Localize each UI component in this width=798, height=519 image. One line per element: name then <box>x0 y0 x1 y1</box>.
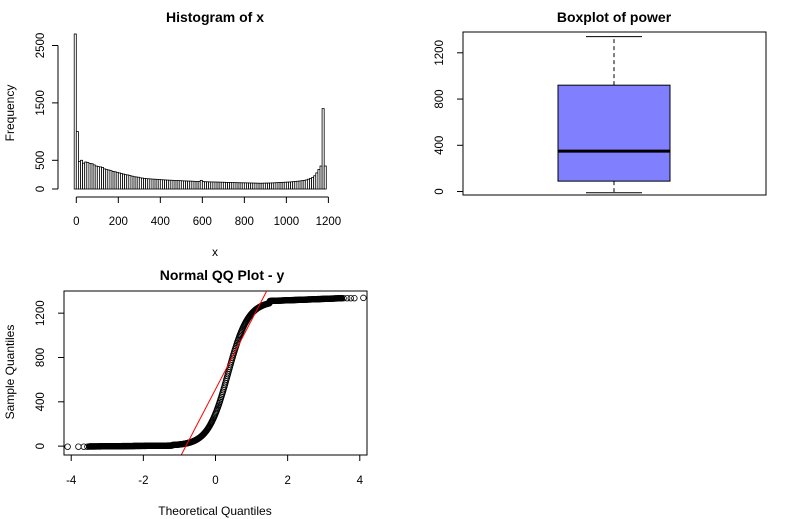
qq-x-axis: -4 -2 0 2 4 <box>66 454 364 487</box>
histogram-bar <box>75 131 79 190</box>
boxplot-title: Boxplot of power <box>557 9 672 25</box>
histogram-y-label: Frequency <box>3 85 17 142</box>
qq-point <box>75 443 82 450</box>
qq-point <box>360 294 367 302</box>
qq-x-label: Theoretical Quantiles <box>158 504 271 518</box>
qq-point <box>340 295 347 302</box>
histogram-x-tick-label: 800 <box>235 216 254 228</box>
histogram-x-tick-label: 200 <box>109 216 128 228</box>
qq-point <box>64 443 71 450</box>
histogram-title: Histogram of x <box>166 9 264 25</box>
qq-panel: Normal QQ Plot - y Theoretical Quantiles… <box>3 267 368 518</box>
histogram-x-tick-label: 600 <box>193 216 212 228</box>
qq-y-tick-label: 0 <box>35 443 47 449</box>
histogram-y-tick-label: 0 <box>35 186 47 192</box>
boxplot-y-axis: 0 400 800 1200 <box>434 40 464 195</box>
boxplot-marks <box>557 36 671 194</box>
histogram-x-tick-label: 1000 <box>274 216 300 228</box>
histogram-y-tick-label: 500 <box>35 151 47 170</box>
qq-y-tick-label: 800 <box>35 348 47 367</box>
qq-y-tick-label: 1200 <box>35 300 47 326</box>
qq-reference-line <box>180 290 268 456</box>
boxplot-box <box>557 84 671 182</box>
histogram-x-tick-label: 1200 <box>316 216 342 228</box>
qq-point <box>347 295 354 302</box>
qq-x-tick-label: 2 <box>284 475 290 487</box>
qq-frame <box>63 290 368 456</box>
qq-x-tick-label: 0 <box>212 475 218 487</box>
histogram-bars <box>73 33 327 190</box>
boxplot-y-tick-label: 0 <box>434 188 446 194</box>
qq-x-tick-label: 4 <box>357 475 364 487</box>
histogram-y-tick-label: 1500 <box>35 90 47 116</box>
qq-y-axis: 0 400 800 1200 <box>35 300 65 449</box>
histogram-bar <box>323 165 327 190</box>
histogram-y-axis: 0 500 1500 2500 <box>35 33 59 192</box>
histogram-x-axis: 0 200 400 600 800 1000 1200 <box>73 196 342 228</box>
histogram-bar <box>321 108 325 190</box>
histogram-x-label: x <box>212 245 218 259</box>
qq-x-tick-label: -4 <box>66 475 77 487</box>
boxplot-y-tick-label: 800 <box>434 89 446 108</box>
qq-y-label: Sample Quantiles <box>3 325 17 420</box>
qq-point <box>351 295 358 302</box>
histogram-x-tick-label: 400 <box>151 216 170 228</box>
qq-x-tick-label: -2 <box>138 475 148 487</box>
qq-point <box>84 443 91 450</box>
boxplot-panel: Boxplot of power 0 400 800 1200 <box>434 9 767 196</box>
boxplot-y-tick-label: 1200 <box>434 40 446 66</box>
boxplot-y-tick-label: 400 <box>434 136 446 155</box>
histogram-bar <box>73 33 77 190</box>
qq-point <box>80 443 88 450</box>
qq-point <box>343 295 351 302</box>
histogram-x-tick-label: 0 <box>73 216 79 228</box>
qq-points <box>64 294 367 450</box>
qq-y-tick-label: 400 <box>35 392 47 411</box>
histogram-panel: Histogram of x x Frequency 0 200 400 600 800… <box>3 9 341 259</box>
histogram-y-tick-label: 2500 <box>35 33 47 59</box>
qq-title: Normal QQ Plot - y <box>160 267 285 283</box>
